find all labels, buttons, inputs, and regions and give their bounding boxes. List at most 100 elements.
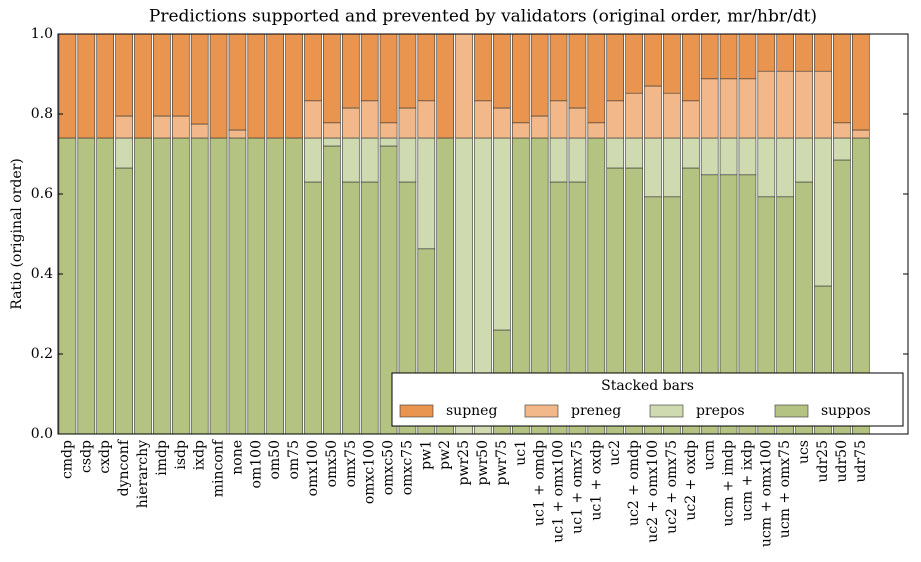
bar-segment [738,137,757,176]
bar-segment [851,129,870,139]
x-tick-label: minconf [211,438,227,497]
x-tick-label: udr75 [853,440,869,483]
bar-segment [134,33,152,139]
bar-segment [398,107,417,139]
bar-segment [606,33,625,102]
x-tick-label: dynconf [116,438,132,496]
bar-segment [663,92,681,139]
bar-segment [681,33,700,102]
bar-segment [417,33,436,102]
bar-segment [587,33,606,124]
bar-segment [474,33,492,102]
bar-segment [96,137,115,435]
bar-segment [719,33,738,80]
x-tick-label: omx50 [324,440,340,487]
bar-segment [530,115,549,139]
legend-label: suppos [821,403,871,419]
bar-segment [209,137,228,435]
x-tick-label: none [229,440,245,475]
bar-segment [568,33,587,109]
bar-segment [530,33,549,117]
x-tick-label: cmdp [59,440,75,479]
bar-segment [190,137,209,435]
bar-segment [171,137,190,435]
bar-segment [625,33,643,94]
bar-segment [247,137,266,435]
x-tick-label: ixdp [192,440,208,470]
bar-segment [833,122,851,139]
y-tick-label: 0.8 [31,106,53,122]
bar-segment [511,33,530,124]
bar-segment [568,137,587,183]
bar-segment [360,137,379,183]
x-tick-label: uc2 + omx100 [645,440,661,543]
x-tick-label: hierarchy [135,440,151,508]
bar-segment [549,33,568,102]
bar-segment [171,33,190,117]
x-tick-label: udr25 [815,440,831,483]
bar-segment [700,33,719,80]
bar-segment [266,33,285,139]
bar-segment [681,100,700,139]
bar-segment [814,33,832,72]
bar-segment [757,137,776,198]
x-tick-label: omxc75 [399,440,415,495]
bar-segment [644,85,662,139]
bar-segment [153,137,171,435]
x-tick-label: pw2 [437,440,453,470]
bar-segment [493,33,511,109]
bar-segment [134,137,152,435]
bar-segment [757,70,776,139]
bar-segment [417,100,436,139]
bar-segment [700,78,719,139]
bar-segment [587,122,606,139]
bar-segment [681,137,700,169]
x-tick-label: ucm + omx100 [758,440,774,547]
bar-segment [795,70,813,139]
bar-segment [228,137,247,435]
bar-segment [304,100,322,139]
bar-segment [379,137,398,147]
x-tick-label: uc2 + oxdp [683,440,699,521]
plot-frame [57,33,909,435]
legend-swatch [399,404,434,418]
legend-label: prepos [696,403,745,419]
bar-segment [115,137,133,169]
x-tick-label: ucm + imdp [721,440,737,526]
bar-segment [738,33,757,80]
bar-segment [96,33,115,139]
bar-segment [153,33,171,117]
bar-segment [776,70,795,139]
bar-segment [625,137,643,169]
bar-segment [247,33,266,139]
x-tick-label: om75 [286,440,302,480]
x-tick-label: cxdp [97,440,113,474]
bar-segment [190,33,209,125]
bar-segment [341,137,360,183]
bar-segment [379,122,398,139]
y-tick-label: 0.6 [31,186,53,202]
bar-segment [77,33,96,139]
x-tick-label: ucm [702,440,718,470]
x-tick-label: om100 [248,440,264,488]
legend-swatch [524,404,559,418]
bar-segment [266,137,285,435]
bar-segment [360,33,379,102]
bar-segment [360,100,379,139]
legend-label: preneg [571,403,621,419]
bar-segment [644,137,662,198]
bar-segment [719,137,738,176]
bar-segment [493,107,511,139]
bar-segment [58,33,77,139]
bar-segment [549,137,568,183]
bar-segment [606,137,625,169]
legend-label: supneg [446,403,497,419]
bar-segment [360,181,379,435]
bar-segment [663,137,681,198]
bar-segment [323,122,341,139]
bar-segment [304,33,322,102]
bar-segment [190,123,209,139]
x-tick-label: pw1 [418,440,434,470]
